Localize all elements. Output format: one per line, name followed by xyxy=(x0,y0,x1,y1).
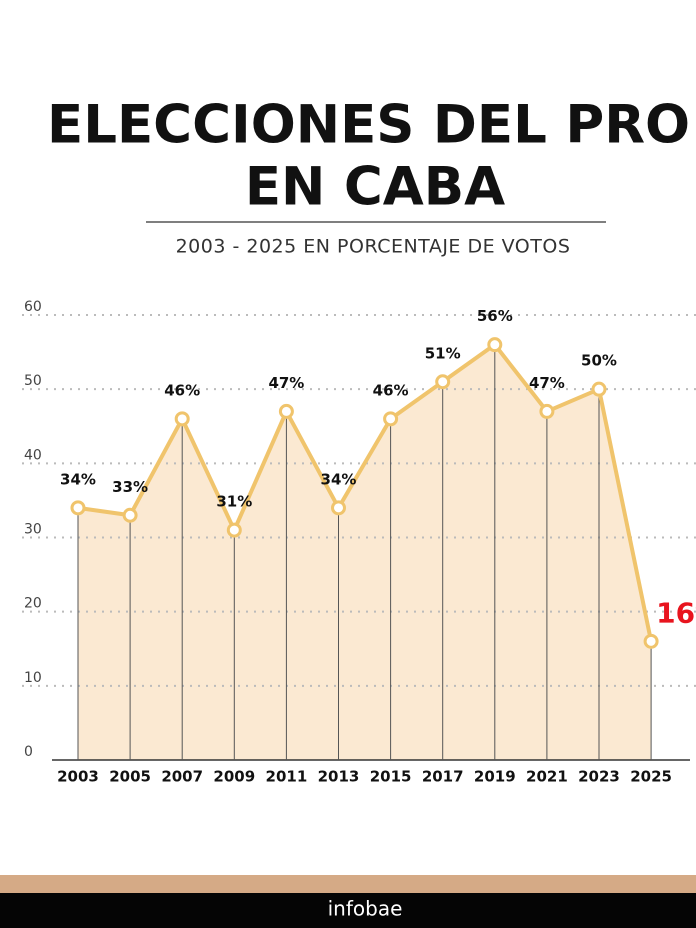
x-tick-label: 2025 xyxy=(630,768,672,786)
data-label: 33% xyxy=(112,478,148,496)
point xyxy=(331,500,346,516)
y-tick-label: 10 xyxy=(24,670,42,686)
x-tick-label: 2017 xyxy=(422,768,464,786)
data-label: 34% xyxy=(321,470,357,488)
y-tick-label: 20 xyxy=(24,596,42,612)
line xyxy=(77,342,654,642)
data-label: 31% xyxy=(216,493,252,511)
x-tick-label: 2021 xyxy=(526,768,568,786)
data-label: 50% xyxy=(581,352,617,370)
point xyxy=(174,411,190,427)
x-tick-label: 2005 xyxy=(109,768,151,786)
chart-subtitle: 2003 - 2025 EN PORCENTAJE DE VOTOS xyxy=(176,236,571,258)
point xyxy=(278,403,294,419)
data-label: 34% xyxy=(60,470,96,488)
footer-band xyxy=(0,875,696,893)
y-tick-label: 60 xyxy=(24,299,42,315)
point xyxy=(226,522,242,538)
x-tick-label: 2015 xyxy=(370,768,412,786)
chart-title: ELECCIONES DEL PRO xyxy=(47,95,690,156)
chart-title: EN CABA xyxy=(245,157,505,218)
x-tick-label: 2013 xyxy=(318,768,360,786)
point xyxy=(383,411,399,427)
y-tick-label: 50 xyxy=(24,373,42,389)
x-tick-label: 2023 xyxy=(578,768,620,786)
point xyxy=(435,374,451,390)
data-label: 56% xyxy=(477,307,513,325)
point xyxy=(591,381,607,397)
footer xyxy=(0,893,696,928)
y-tick-label: 0 xyxy=(24,744,33,760)
point xyxy=(539,403,555,419)
data-label: 46% xyxy=(164,381,200,399)
data-label: 51% xyxy=(425,344,461,362)
y-tick-label: 30 xyxy=(24,522,42,538)
point xyxy=(643,633,659,649)
data-label: 46% xyxy=(373,381,409,399)
x-tick-label: 2019 xyxy=(474,768,516,786)
brand: infobae xyxy=(328,897,403,921)
data-label: 16% xyxy=(656,596,696,629)
point xyxy=(70,500,86,516)
point xyxy=(487,337,503,353)
x-tick-label: 2011 xyxy=(266,768,308,786)
x-tick-label: 2003 xyxy=(57,768,99,786)
y-tick-label: 40 xyxy=(24,447,42,463)
x-tick-label: 2009 xyxy=(213,768,255,786)
area xyxy=(78,344,652,760)
data-label: 47% xyxy=(529,374,565,392)
point xyxy=(122,507,138,523)
data-label: 47% xyxy=(268,374,304,392)
x-tick-label: 2007 xyxy=(161,768,203,786)
